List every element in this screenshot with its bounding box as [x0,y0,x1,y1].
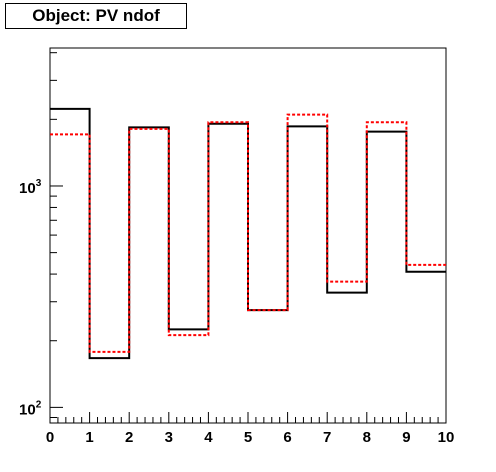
chart-title: Object: PV ndof [5,3,187,29]
y-tick-label: 102 [19,399,42,418]
y-tick-label-exponent: 2 [36,399,42,410]
y-tick-label-exponent: 3 [36,178,42,189]
x-tick-label: 5 [244,429,252,446]
y-tick-label-base: 10 [19,180,36,197]
x-tick-label: 4 [204,429,213,446]
x-tick-label: 2 [125,429,133,446]
histogram-series-2 [50,113,446,353]
x-tick-label: 8 [363,429,371,446]
x-tick-label: 1 [85,429,93,446]
x-tick-label: 10 [438,429,455,446]
x-tick-label: 3 [165,429,173,446]
y-tick-label-base: 10 [19,401,36,418]
x-tick-label: 0 [46,429,54,446]
series-group [50,107,446,360]
x-tick-label: 6 [283,429,291,446]
x-tick-labels: 0 1 2 3 4 5 6 7 8 9 10 [46,429,455,446]
x-tick-label: 7 [323,429,331,446]
y-tick-label: 103 [19,178,42,197]
axis-ticks [49,52,447,423]
x-tick-label: 9 [402,429,410,446]
